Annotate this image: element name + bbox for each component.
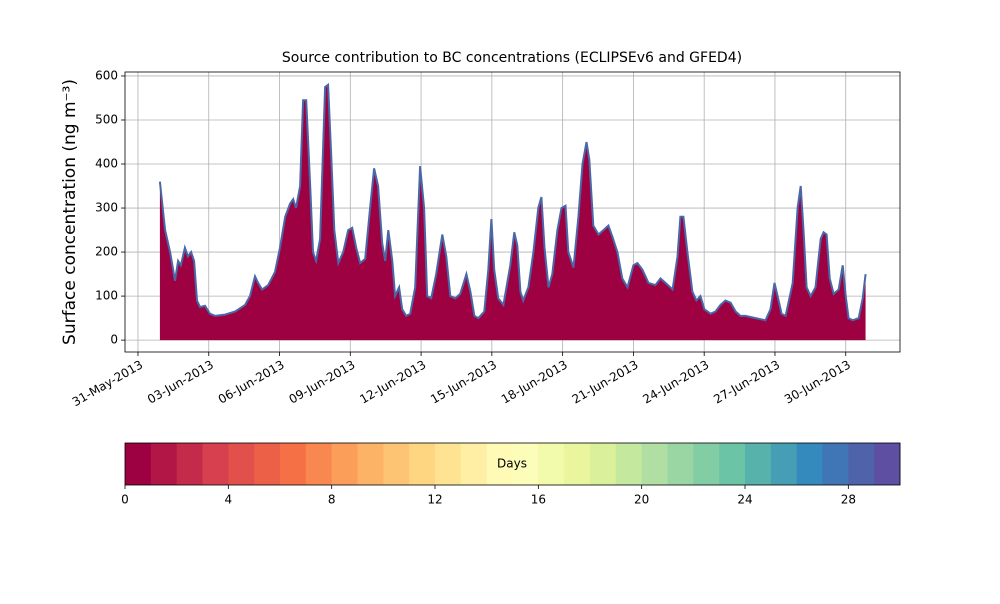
colorbar-band [150,443,178,485]
plot-frame [124,71,901,353]
colorbar-band [357,443,384,485]
colorbar-band [745,443,772,485]
colorbar-band [202,443,229,485]
colorbar-band [486,443,513,485]
colorbar-band [435,443,462,485]
x-tick-label: 18-Jun-2013 [499,358,570,407]
colorbar-band [796,443,823,485]
x-tick-label: 12-Jun-2013 [357,358,428,407]
colorbar-band [667,443,694,485]
colorbar-band [460,443,488,485]
colorbar-band [564,443,591,485]
colorbar-band [590,443,617,485]
colorbar-band [822,443,849,485]
colorbar-band [228,443,255,485]
colorbar-tick-label: 20 [634,493,649,507]
colorbar-band [770,443,798,485]
x-tick-label: 03-Jun-2013 [145,358,216,407]
x-tick-label: 31-May-2013 [70,358,145,410]
y-tick-label: 0 [110,333,118,347]
y-tick-label: 600 [95,68,118,82]
x-tick-label: 21-Jun-2013 [570,358,641,407]
colorbar-tick-label: 8 [328,493,336,507]
colorbar-band [874,443,901,485]
colorbar-band [615,443,643,485]
x-tick-label: 09-Jun-2013 [287,358,358,407]
colorbar-band [176,443,203,485]
y-tick-label: 200 [95,245,118,259]
colorbar-band [125,443,152,485]
colorbar-band [641,443,668,485]
y-tick-label: 500 [95,112,118,126]
colorbar-band [512,443,539,485]
x-tick-label: 06-Jun-2013 [216,358,287,407]
x-tick-label: 24-Jun-2013 [640,358,711,407]
y-tick-label: 400 [95,157,118,171]
colorbar-band [538,443,565,485]
colorbar-frame [124,442,901,486]
colorbar-band [383,443,410,485]
line [158,82,867,322]
colorbar-band [331,443,358,485]
x-tick-label: 15-Jun-2013 [428,358,499,407]
colorbar-tick-label: 4 [225,493,233,507]
colorbar-band [719,443,746,485]
y-tick-label: 300 [95,201,118,215]
colorbar-band [848,443,875,485]
colorbar-tick-label: 0 [121,493,129,507]
area [159,84,866,341]
colorbar-tick-label: 12 [427,493,442,507]
x-tick-label: 30-Jun-2013 [782,358,853,407]
colorbar-band [409,443,436,485]
colorbar-band [693,443,720,485]
colorbar-band [254,443,281,485]
colorbar-band [280,443,307,485]
x-tick-label: 27-Jun-2013 [711,358,782,407]
y-tick-label: 100 [95,289,118,303]
chart-title: Source contribution to BC concentrations… [282,50,742,66]
y-axis-label: Surface concentration (ng m⁻³) [60,79,80,345]
colorbar-tick-label: 28 [841,493,856,507]
colorbar-tick-label: 24 [737,493,752,507]
colorbar-label: Days [497,457,527,471]
colorbar-band [305,443,333,485]
colorbar-tick-label: 16 [531,493,546,507]
